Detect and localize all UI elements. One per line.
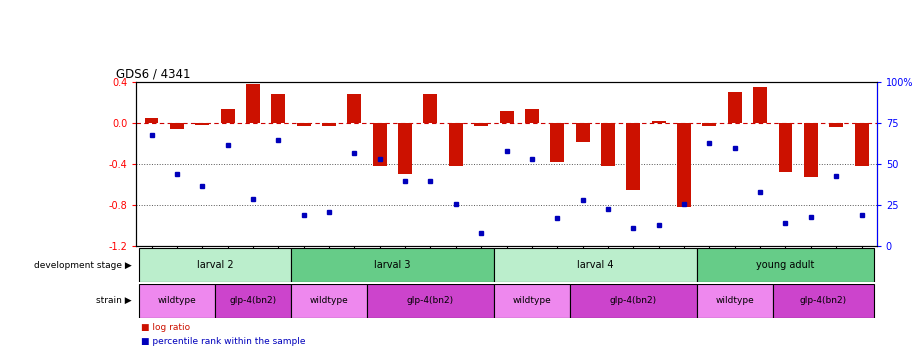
Bar — [215, 284, 291, 318]
Bar — [291, 248, 494, 282]
Bar — [297, 123, 310, 126]
Bar — [576, 123, 589, 142]
Text: glp-4(bn2): glp-4(bn2) — [407, 296, 454, 305]
Text: larval 3: larval 3 — [374, 260, 411, 270]
Bar — [139, 284, 215, 318]
Bar — [753, 87, 767, 123]
Text: GDS6 / 4341: GDS6 / 4341 — [116, 68, 191, 81]
Bar — [804, 123, 818, 177]
Bar — [474, 123, 488, 126]
Bar — [499, 111, 514, 123]
Bar — [703, 123, 717, 126]
Bar — [169, 123, 184, 129]
Bar — [347, 95, 361, 123]
Bar — [855, 123, 869, 166]
Bar — [291, 284, 367, 318]
Bar — [221, 109, 235, 123]
Bar — [246, 84, 260, 123]
Bar — [778, 123, 792, 172]
Bar — [525, 109, 539, 123]
Bar — [697, 248, 874, 282]
Bar — [139, 248, 291, 282]
Bar — [373, 123, 387, 166]
Text: glp-4(bn2): glp-4(bn2) — [610, 296, 657, 305]
Bar — [494, 248, 697, 282]
Text: ■ percentile rank within the sample: ■ percentile rank within the sample — [141, 337, 306, 346]
Text: glp-4(bn2): glp-4(bn2) — [800, 296, 847, 305]
Text: glp-4(bn2): glp-4(bn2) — [229, 296, 276, 305]
Text: larval 2: larval 2 — [196, 260, 233, 270]
Bar — [829, 123, 844, 127]
Bar — [398, 123, 412, 175]
Bar — [697, 284, 773, 318]
Bar — [424, 95, 437, 123]
Bar — [728, 92, 741, 123]
Bar — [145, 118, 158, 123]
Text: young adult: young adult — [756, 260, 815, 270]
Bar — [550, 123, 565, 162]
Text: wildtype: wildtype — [716, 296, 754, 305]
Bar — [677, 123, 691, 207]
Bar — [322, 123, 336, 126]
Text: wildtype: wildtype — [157, 296, 196, 305]
Bar — [494, 284, 570, 318]
Bar — [570, 284, 697, 318]
Text: wildtype: wildtype — [309, 296, 348, 305]
Bar — [652, 121, 666, 123]
Bar — [773, 284, 874, 318]
Bar — [449, 123, 463, 166]
Text: ■ log ratio: ■ log ratio — [141, 323, 190, 332]
Bar — [195, 123, 209, 125]
Text: development stage ▶: development stage ▶ — [34, 261, 132, 270]
Text: strain ▶: strain ▶ — [96, 296, 132, 305]
Text: wildtype: wildtype — [512, 296, 552, 305]
Bar — [601, 123, 615, 166]
Bar — [367, 284, 494, 318]
Bar — [272, 95, 286, 123]
Text: larval 4: larval 4 — [577, 260, 613, 270]
Bar — [626, 123, 640, 190]
